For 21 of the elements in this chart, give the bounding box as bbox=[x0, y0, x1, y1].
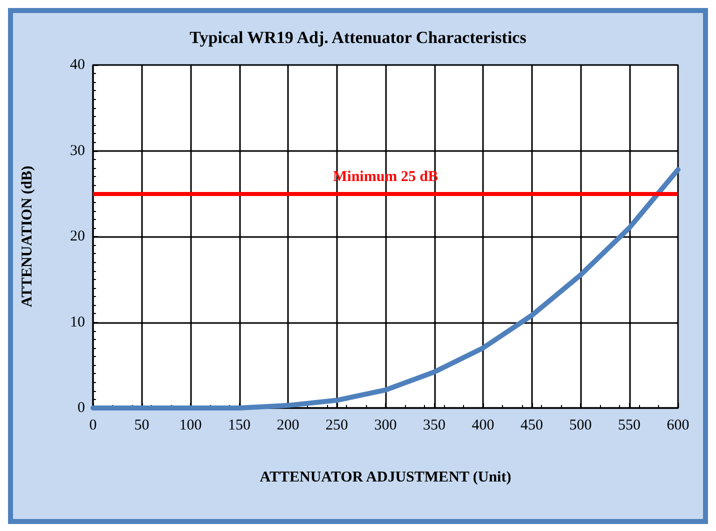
y-tick-label: 20 bbox=[70, 228, 85, 244]
x-tick-label: 600 bbox=[666, 418, 690, 434]
y-tick-label: 30 bbox=[70, 142, 85, 159]
x-tick-label: 350 bbox=[423, 418, 446, 434]
x-axis-title: ATTENUATOR ADJUSTMENT (Unit) bbox=[260, 470, 512, 486]
x-tick-label: 300 bbox=[374, 418, 397, 434]
x-tick-label: 400 bbox=[472, 418, 494, 434]
x-tick-label: 250 bbox=[326, 418, 348, 434]
y-tick-label: 10 bbox=[70, 314, 85, 330]
y-tick-label: 40 bbox=[70, 57, 85, 73]
x-tick-label: 150 bbox=[228, 418, 250, 434]
x-tick-label: 0 bbox=[89, 418, 97, 434]
x-tick-label: 500 bbox=[569, 418, 592, 434]
y-axis-title: ATTENUATION (dB) bbox=[20, 166, 36, 308]
x-tick-label: 100 bbox=[179, 418, 202, 434]
x-tick-label: 450 bbox=[520, 418, 543, 434]
chart-title: Typical WR19 Adj. Attenuator Characteristics bbox=[190, 28, 527, 47]
x-tick-label: 550 bbox=[618, 418, 640, 434]
y-tick-label: 0 bbox=[78, 400, 85, 416]
x-tick-label: 200 bbox=[276, 418, 300, 434]
x-tick-label: 50 bbox=[134, 418, 150, 434]
